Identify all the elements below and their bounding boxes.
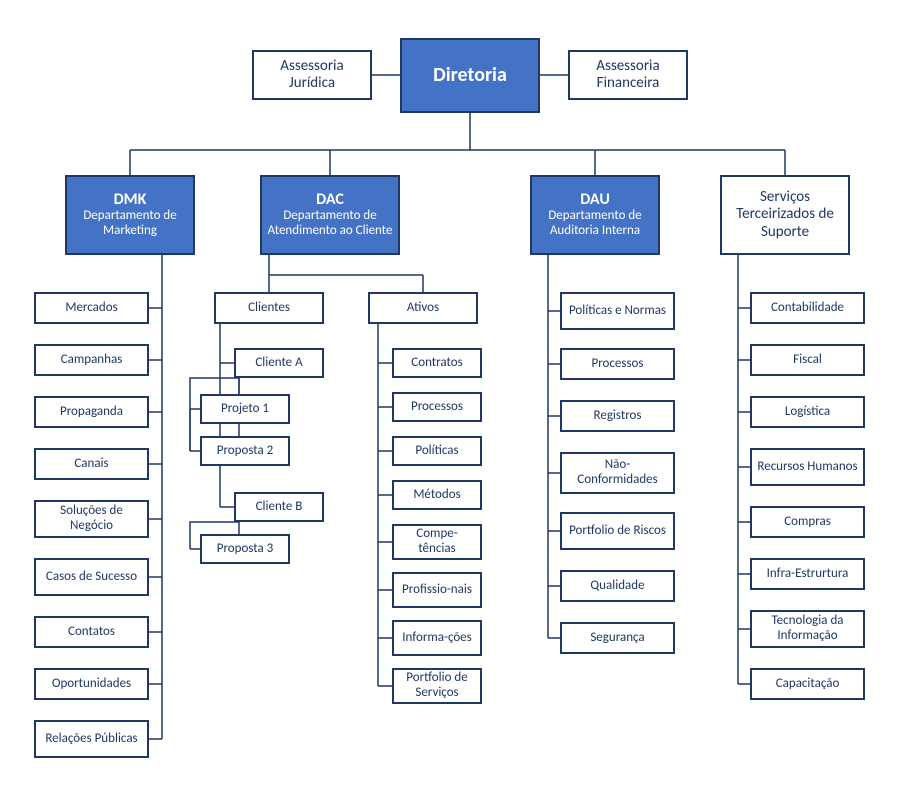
node-dmk_oportunidades: Oportunidades — [34, 668, 149, 700]
node-subtitle: Tecnologia da Informação — [756, 614, 859, 644]
node-subtitle: Projeto 1 — [221, 402, 269, 417]
node-svc: Serviços Terceirizados de Suporte — [720, 175, 850, 255]
node-subtitle: Segurança — [590, 631, 644, 646]
node-subtitle: Logística — [785, 405, 830, 420]
node-subtitle: Mercados — [65, 301, 117, 316]
node-subtitle: Portfolio de Riscos — [569, 524, 666, 539]
node-title: Diretoria — [433, 64, 507, 87]
node-dac_processos: Processos — [392, 392, 482, 422]
node-dac_profissionais: Profissio-nais — [392, 572, 482, 608]
node-dau_naoconf: Não-Conformidades — [560, 452, 675, 494]
node-subtitle: Assessoria Jurídica — [258, 58, 366, 93]
node-subtitle: Qualidade — [590, 579, 644, 594]
node-subtitle: Processos — [411, 400, 463, 415]
node-subtitle: Recursos Humanos — [757, 460, 857, 475]
node-subtitle: Cliente B — [256, 500, 303, 515]
node-subtitle: Relações Públicas — [45, 732, 137, 747]
node-subtitle: Soluções de Negócio — [40, 504, 143, 534]
node-dau_seguranca: Segurança — [560, 622, 675, 654]
node-subtitle: Registros — [594, 409, 642, 424]
node-subtitle: Oportunidades — [52, 677, 131, 692]
node-subtitle: Departamento de Auditoria Interna — [536, 209, 654, 239]
node-subtitle: Fiscal — [793, 353, 822, 368]
node-dau: DAUDepartamento de Auditoria Interna — [530, 175, 660, 255]
node-svc_ti: Tecnologia da Informação — [750, 610, 865, 648]
node-dmk_mercados: Mercados — [34, 292, 149, 324]
node-subtitle: Departamento de Atendimento ao Cliente — [266, 209, 394, 239]
node-subtitle: Cliente A — [255, 356, 302, 371]
node-subtitle: Portfolio de Serviços — [398, 671, 476, 701]
node-dac_politicas: Políticas — [392, 436, 482, 466]
node-subtitle: Não-Conformidades — [566, 458, 669, 488]
node-dmk_relacoes: Relações Públicas — [34, 720, 149, 758]
node-svc_compras: Compras — [750, 506, 865, 538]
node-dac_competencias: Compe-tências — [392, 524, 482, 560]
node-subtitle: Capacitação — [776, 677, 840, 692]
node-title: DAC — [316, 191, 344, 209]
node-dac_cliente_b: Cliente B — [234, 492, 324, 522]
node-subtitle: Proposta 3 — [217, 542, 273, 557]
node-subtitle: Canais — [74, 457, 108, 472]
node-subtitle: Serviços Terceirizados de Suporte — [726, 189, 844, 241]
node-dmk_solucoes: Soluções de Negócio — [34, 500, 149, 538]
node-dau_registros: Registros — [560, 400, 675, 432]
node-subtitle: Clientes — [248, 301, 290, 316]
node-dmk_propaganda: Propaganda — [34, 396, 149, 428]
node-subtitle: Processos — [592, 357, 644, 372]
node-subtitle: Departamento de Marketing — [71, 209, 189, 239]
node-svc_infra: Infra-Estrurtura — [750, 558, 865, 590]
node-subtitle: Políticas — [415, 444, 458, 459]
node-dac: DACDepartamento de Atendimento ao Client… — [260, 175, 400, 255]
node-subtitle: Profissio-nais — [402, 583, 472, 598]
node-dau_portfolio: Portfolio de Riscos — [560, 512, 675, 550]
node-subtitle: Contratos — [411, 356, 462, 371]
node-dac_projeto1: Projeto 1 — [200, 394, 290, 424]
node-diretoria: Diretoria — [400, 38, 540, 113]
node-title: DMK — [114, 191, 147, 209]
node-ass_jur: Assessoria Jurídica — [252, 50, 372, 100]
node-subtitle: Políticas e Normas — [569, 304, 666, 319]
node-dac_proposta2: Proposta 2 — [200, 436, 290, 466]
node-svc_capacitacao: Capacitação — [750, 668, 865, 700]
node-svc_contabilidade: Contabilidade — [750, 292, 865, 324]
node-dau_processos: Processos — [560, 348, 675, 380]
node-dac_portfolio: Portfolio de Serviços — [392, 668, 482, 704]
node-dmk_canais: Canais — [34, 448, 149, 480]
node-dac_ativos: Ativos — [368, 292, 478, 324]
node-dac_clientes: Clientes — [214, 292, 324, 324]
node-dau_qualidade: Qualidade — [560, 570, 675, 602]
node-dmk_contatos: Contatos — [34, 616, 149, 648]
node-dac_proposta3: Proposta 3 — [200, 534, 290, 564]
node-svc_fiscal: Fiscal — [750, 344, 865, 376]
node-subtitle: Casos de Sucesso — [46, 570, 137, 585]
node-subtitle: Ativos — [407, 301, 439, 316]
node-subtitle: Contabilidade — [771, 301, 844, 316]
node-dau_politicas: Políticas e Normas — [560, 292, 675, 330]
node-dac_metodos: Métodos — [392, 480, 482, 510]
node-subtitle: Compras — [784, 515, 831, 530]
node-subtitle: Propaganda — [60, 405, 123, 420]
node-dmk_casos: Casos de Sucesso — [34, 558, 149, 596]
node-subtitle: Informa-ções — [402, 631, 472, 646]
node-svc_rh: Recursos Humanos — [750, 448, 865, 486]
node-subtitle: Contatos — [68, 625, 115, 640]
node-subtitle: Proposta 2 — [217, 444, 273, 459]
node-subtitle: Infra-Estrurtura — [767, 567, 849, 582]
node-dmk_campanhas: Campanhas — [34, 344, 149, 376]
node-subtitle: Métodos — [413, 488, 460, 503]
node-dac_contratos: Contratos — [392, 348, 482, 378]
node-dac_cliente_a: Cliente A — [234, 348, 324, 378]
node-dac_informacoes: Informa-ções — [392, 620, 482, 656]
node-subtitle: Assessoria Financeira — [574, 58, 682, 93]
node-subtitle: Campanhas — [61, 353, 123, 368]
node-title: DAU — [580, 191, 610, 209]
node-subtitle: Compe-tências — [398, 527, 476, 557]
node-dmk: DMKDepartamento de Marketing — [65, 175, 195, 255]
node-svc_logistica: Logística — [750, 396, 865, 428]
node-ass_fin: Assessoria Financeira — [568, 50, 688, 100]
